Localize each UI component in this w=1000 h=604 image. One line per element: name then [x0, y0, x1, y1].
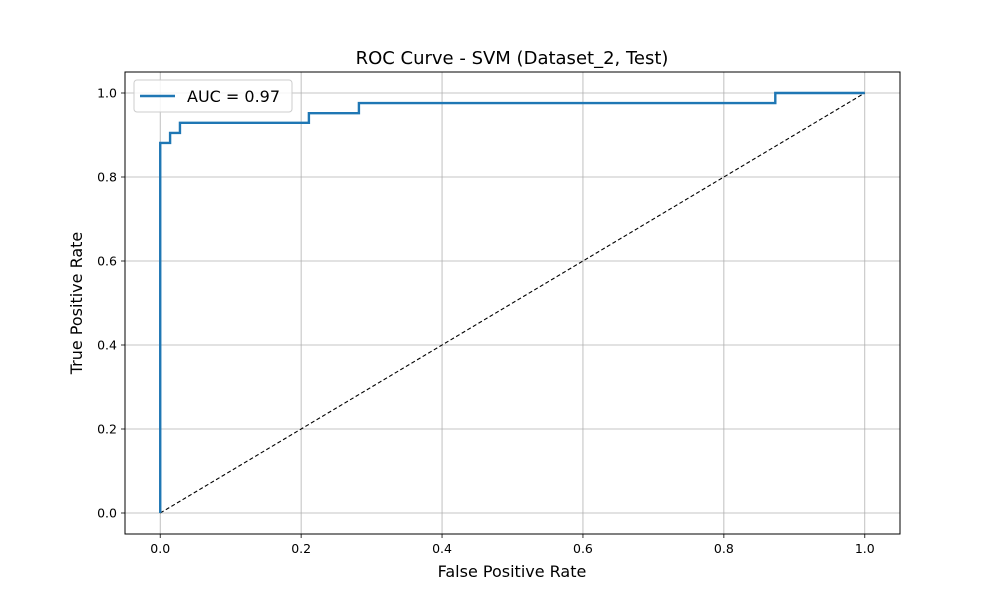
legend-box: [133, 79, 293, 113]
x-tick-label: 0.2: [291, 541, 311, 556]
chance-diagonal-line: [159, 92, 866, 514]
plot-frame: [124, 71, 901, 535]
y-tick-label: 0.2: [97, 422, 117, 437]
legend-label-auc: AUC = 0.97: [187, 87, 280, 106]
legend: AUC = 0.97: [133, 79, 293, 113]
y-tick-label: 1.0: [97, 86, 117, 101]
y-tick-label: 0.4: [97, 338, 117, 353]
x-tick-label: 0.4: [432, 541, 452, 556]
y-tick-label: 0.8: [97, 170, 117, 185]
x-tick-label: 0.8: [714, 541, 734, 556]
chart-title: ROC Curve - SVM (Dataset_2, Test): [356, 48, 669, 69]
y-tick-label: 0.0: [97, 506, 117, 521]
y-tick-label: 0.6: [97, 254, 117, 269]
x-tick-label: 0.0: [150, 541, 170, 556]
x-axis-label: False Positive Rate: [438, 562, 587, 581]
y-axis-label: True Positive Rate: [67, 232, 86, 376]
x-tick-label: 0.6: [573, 541, 593, 556]
axis-ticks: 0.0 0.2 0.4 0.6 0.8 1.0 0.0 0.2 0.4 0.6 0.8 1.0: [97, 86, 875, 557]
roc-curve-line: [159, 91, 865, 513]
x-tick-label: 1.0: [855, 541, 875, 556]
plot-series: [159, 91, 866, 514]
